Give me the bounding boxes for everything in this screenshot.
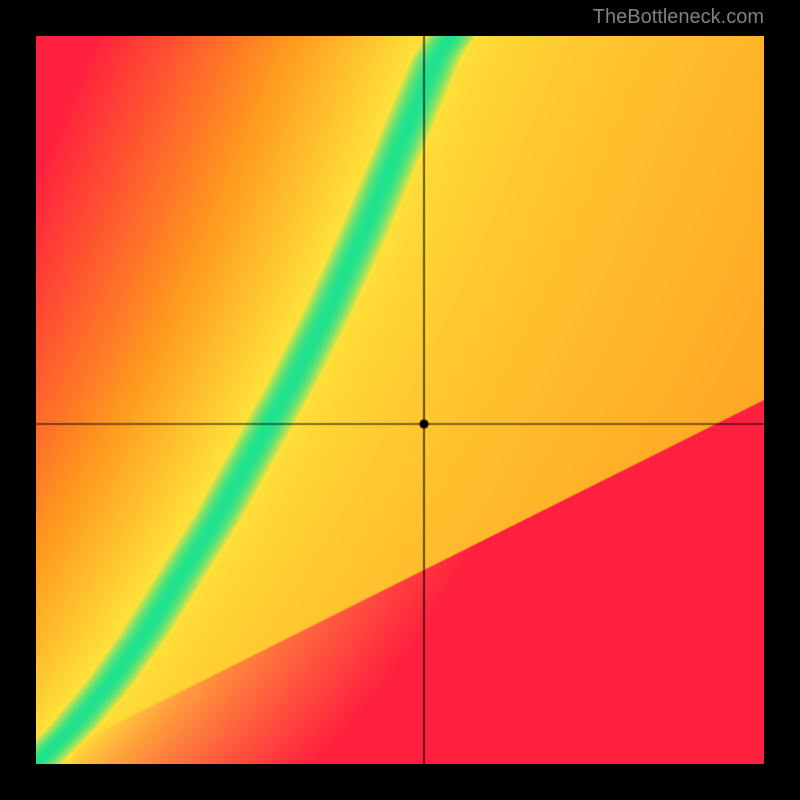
bottleneck-heatmap	[36, 36, 764, 764]
chart-container: TheBottleneck.com	[0, 0, 800, 800]
watermark-text: TheBottleneck.com	[593, 6, 764, 29]
